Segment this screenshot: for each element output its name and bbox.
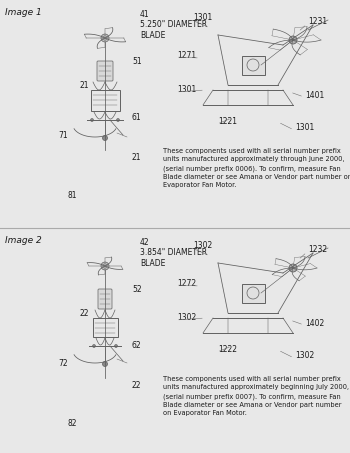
Text: 1302: 1302 bbox=[177, 313, 196, 323]
Text: 1301: 1301 bbox=[193, 14, 212, 23]
Text: 61: 61 bbox=[132, 114, 142, 122]
Text: 1221: 1221 bbox=[218, 117, 237, 126]
Text: These components used with all serial number prefix
units manufactured approxima: These components used with all serial nu… bbox=[163, 376, 349, 416]
Text: 1302: 1302 bbox=[193, 241, 212, 251]
Text: 81: 81 bbox=[68, 191, 77, 199]
Text: 22: 22 bbox=[80, 308, 90, 318]
Text: 51: 51 bbox=[132, 58, 142, 67]
FancyBboxPatch shape bbox=[98, 289, 112, 309]
Circle shape bbox=[101, 34, 109, 42]
Text: 1232: 1232 bbox=[308, 246, 327, 255]
Text: 21: 21 bbox=[132, 154, 141, 163]
Text: 1301: 1301 bbox=[295, 124, 314, 132]
Text: 1301: 1301 bbox=[177, 86, 196, 95]
Circle shape bbox=[92, 344, 96, 347]
Text: 1402: 1402 bbox=[305, 318, 324, 328]
Text: 71: 71 bbox=[58, 130, 68, 140]
FancyBboxPatch shape bbox=[241, 284, 265, 303]
Text: 22: 22 bbox=[132, 381, 141, 390]
Circle shape bbox=[114, 344, 118, 347]
Circle shape bbox=[91, 119, 93, 121]
Text: 21: 21 bbox=[80, 81, 90, 90]
Circle shape bbox=[103, 264, 107, 268]
Text: 62: 62 bbox=[132, 342, 142, 351]
Text: 72: 72 bbox=[58, 358, 68, 367]
Circle shape bbox=[117, 119, 119, 121]
Text: 42
3.854" DIAMETER
BLADE: 42 3.854" DIAMETER BLADE bbox=[140, 238, 207, 268]
Text: 52: 52 bbox=[132, 285, 142, 294]
Text: 1271: 1271 bbox=[177, 50, 196, 59]
Circle shape bbox=[103, 135, 107, 140]
Text: Image 1: Image 1 bbox=[5, 8, 42, 17]
Circle shape bbox=[101, 262, 109, 270]
Text: 1222: 1222 bbox=[218, 346, 237, 355]
Text: 41
5.250" DIAMETER
BLADE: 41 5.250" DIAMETER BLADE bbox=[140, 10, 207, 40]
Text: These components used with all serial number prefix
units manufactured approxima: These components used with all serial nu… bbox=[163, 148, 350, 188]
Circle shape bbox=[289, 264, 297, 272]
FancyBboxPatch shape bbox=[92, 318, 118, 337]
FancyBboxPatch shape bbox=[241, 56, 265, 74]
Text: Image 2: Image 2 bbox=[5, 236, 42, 245]
Circle shape bbox=[289, 36, 297, 44]
FancyBboxPatch shape bbox=[91, 90, 119, 111]
Circle shape bbox=[103, 361, 107, 366]
FancyBboxPatch shape bbox=[97, 61, 113, 81]
Text: 1272: 1272 bbox=[177, 279, 196, 288]
Text: 1401: 1401 bbox=[305, 91, 324, 100]
Text: 1231: 1231 bbox=[308, 18, 327, 26]
Circle shape bbox=[103, 36, 107, 40]
Text: 1302: 1302 bbox=[295, 352, 314, 361]
Text: 82: 82 bbox=[68, 419, 77, 428]
